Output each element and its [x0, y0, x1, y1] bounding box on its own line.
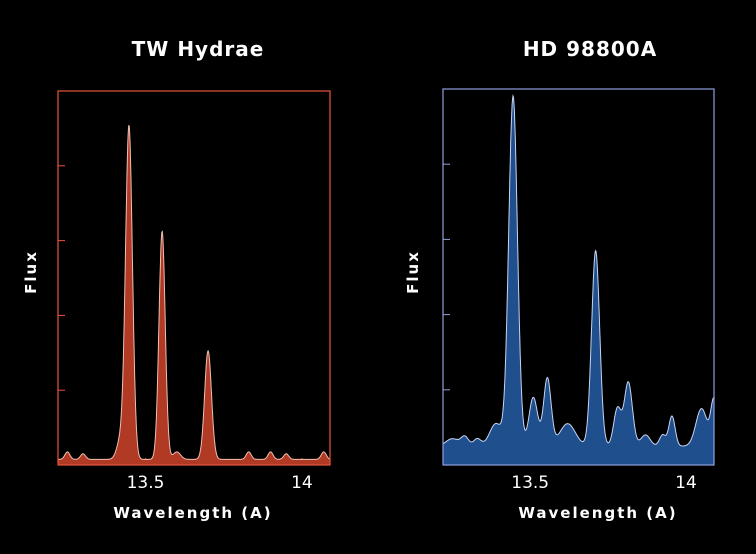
x-tick-label: 13.5 [127, 473, 165, 493]
spectrum-area [443, 96, 714, 465]
x-axis-label: Wavelength (A) [113, 504, 272, 522]
x-tick-label: 14 [675, 473, 697, 493]
chart-title: TW Hydrae [132, 37, 265, 61]
x-tick-label: 14 [291, 473, 313, 493]
x-axis-label: Wavelength (A) [518, 504, 677, 522]
spectrum-area [58, 125, 330, 465]
chart-panel-hd-98800a: HD 98800A Flux Wavelength (A) 13.5 14 [404, 37, 715, 522]
spectrum-line [442, 94, 715, 447]
chart-panel-tw-hydrae: TW Hydrae Flux Wavelength (A) 13.5 14 [22, 37, 331, 522]
spectrum-line [58, 125, 331, 460]
x-tick-label: 13.5 [511, 473, 549, 493]
y-tick-marks [443, 88, 687, 466]
plot-frame [57, 90, 331, 466]
chart-title: HD 98800A [523, 37, 657, 61]
y-axis-label: Flux [404, 250, 422, 294]
y-axis-label: Flux [22, 250, 40, 294]
plot-frame [442, 88, 715, 466]
y-tick-marks [58, 90, 303, 466]
